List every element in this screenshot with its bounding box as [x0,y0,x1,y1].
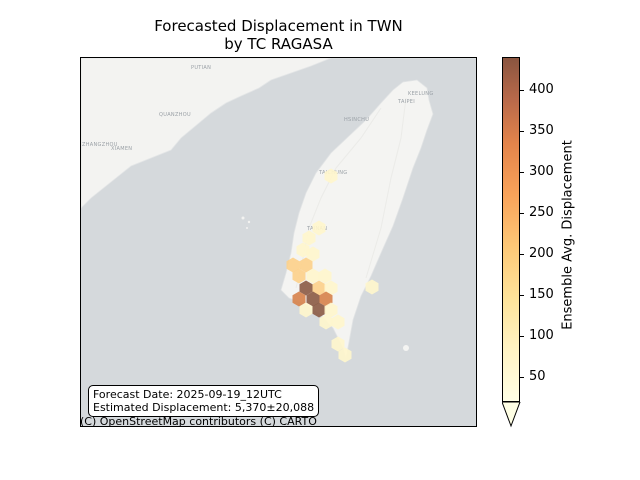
colorbar-tick-label: 200 [529,246,554,262]
title-line-2: by TC RAGASA [224,35,333,53]
colorbar-tick-label: 400 [529,81,554,97]
hexbin-cell [299,302,313,318]
hexbin-cell [324,168,338,184]
forecast-date: Forecast Date: 2025-09-19_12UTC [93,388,282,401]
hexbin-cell [286,257,300,273]
place-label: HSINCHU [344,117,369,123]
colorbar [502,57,520,402]
colorbar-tick [520,130,524,132]
title-line-1: Forecasted Displacement in TWN [154,17,403,35]
hexbin-cell [319,314,333,330]
hexbin-cell [338,347,352,363]
hexbin-cell [302,230,316,246]
hexbin-cell [299,280,313,296]
hexbin-cell [292,268,306,284]
hexbin-cell [312,280,326,296]
colorbar-tick [520,172,524,173]
map-title: Forecasted Displacement in TWN by TC RAG… [80,17,477,53]
place-label: ZHANGZHOU [82,142,118,148]
island [403,345,409,351]
displacement-hexbins [286,168,379,363]
colorbar-tick [520,213,524,215]
map-panel[interactable]: PUTIAN QUANZHOU XIAMEN ZHANGZHOU TAIPEI … [80,57,477,427]
road [295,107,382,289]
island [246,227,248,229]
hexbin-cell [319,291,333,307]
hexbin-cell [306,246,320,262]
hexbin-cell [324,302,338,318]
map-attribution: (C) OpenStreetMap contributors (C) CARTO [80,415,317,428]
basemap: PUTIAN QUANZHOU XIAMEN ZHANGZHOU TAIPEI … [81,58,476,363]
hexbin-cell [312,302,326,318]
estimated-displacement: Estimated Displacement: 5,370±20,088 [93,401,315,414]
road [365,97,407,279]
colorbar-tick-label: 250 [529,205,554,221]
colorbar-tick-label: 300 [529,164,554,179]
colorbar-tick-label: 350 [529,122,554,138]
hexbin-cell [324,280,338,296]
place-label: QUANZHOU [159,112,191,118]
colorbar-tick [520,295,524,297]
place-label: TAIPEI [397,99,415,105]
colorbar-tick [520,254,524,256]
hexbin-cell [331,314,345,330]
hexbin-cell [365,279,379,295]
colorbar-tick [520,377,524,379]
place-label: XIAMEN [111,146,132,152]
hexbin-cell [306,268,320,284]
mainland-landmass [81,58,476,209]
colorbar-label: Ensemble Avg. Displacement [560,140,576,330]
hexbin-cell [306,291,320,307]
forecast-info-box: Forecast Date: 2025-09-19_12UTC Estimate… [88,385,320,417]
hexbin-cell [312,220,326,236]
colorbar-tick-label: 50 [529,369,546,385]
hexbin-cell [296,242,310,258]
island [247,220,251,224]
hexbin-cell [331,336,345,352]
colorbar-tick-label: 100 [529,328,554,344]
colorbar-tick [520,89,524,91]
colorbar-tick-label: 150 [529,287,554,303]
hexbin-cell [318,268,332,284]
place-label: PUTIAN [191,65,211,71]
colorbar-extension [502,402,521,428]
colorbar-tick [520,336,524,338]
island [241,216,245,220]
hexbin-cell [299,257,313,273]
hexbin-cell [292,291,306,307]
place-label: KEELUNG [408,91,434,97]
